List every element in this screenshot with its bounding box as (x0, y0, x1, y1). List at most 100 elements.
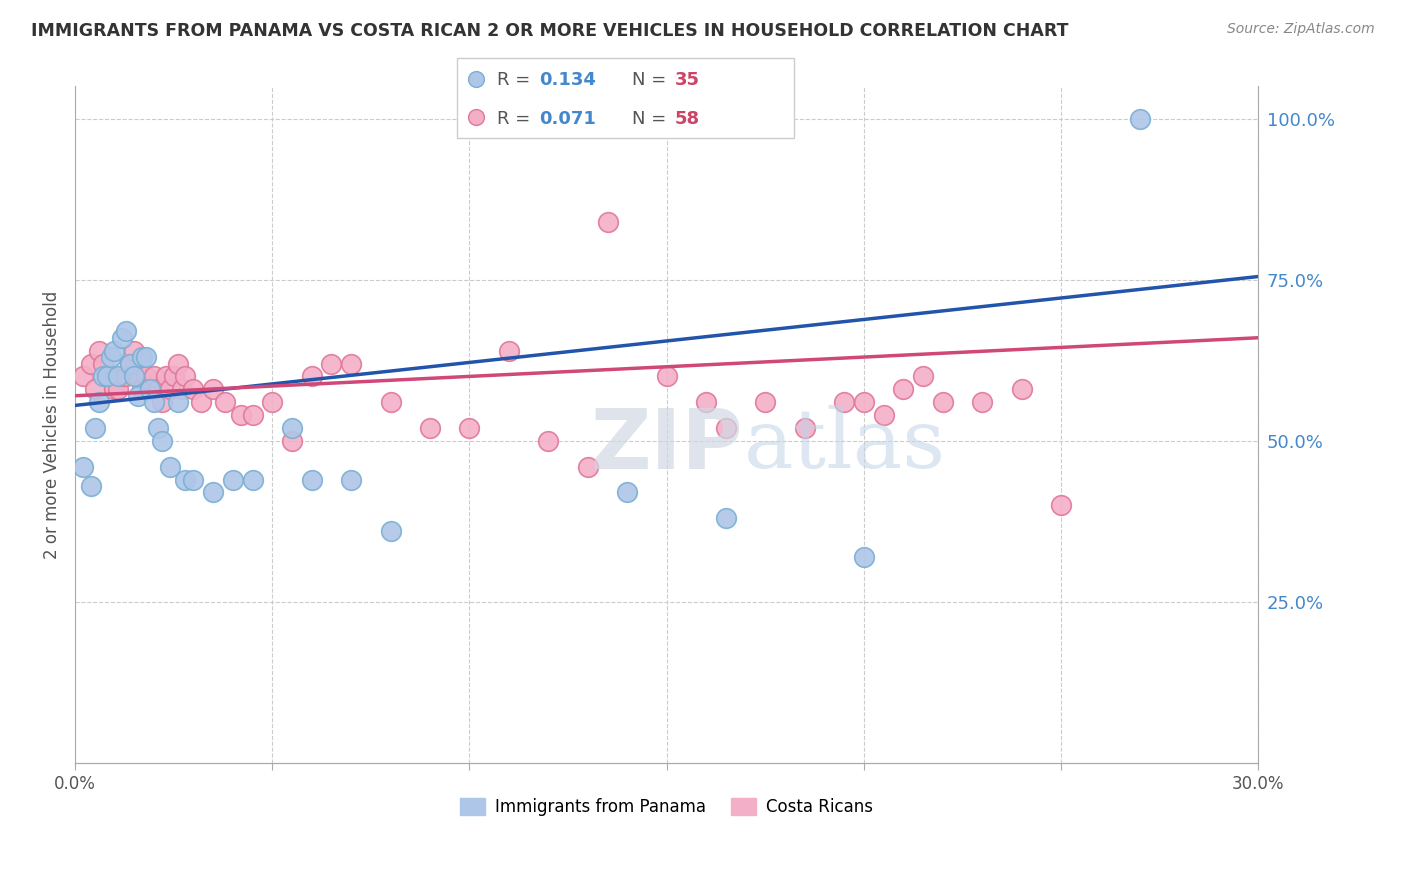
Text: Source: ZipAtlas.com: Source: ZipAtlas.com (1227, 22, 1375, 37)
Point (281, 421, 304, 435)
Point (174, 369, 197, 384)
Point (131, 382, 153, 396)
Point (380, 395, 402, 409)
Point (166, 357, 188, 371)
Point (100, 369, 122, 384)
Point (596, 215, 619, 229)
Point (202, 382, 225, 396)
Point (111, 331, 134, 345)
Point (150, 395, 173, 409)
Point (754, 395, 776, 409)
Point (91, 369, 114, 384)
Point (96, 369, 118, 384)
Text: R =: R = (498, 71, 537, 89)
Text: 35: 35 (675, 71, 700, 89)
Text: 0.071: 0.071 (540, 110, 596, 128)
Point (714, 511, 737, 525)
Text: R =: R = (498, 110, 537, 128)
Point (135, 350, 157, 364)
Point (214, 395, 236, 409)
Point (170, 382, 193, 396)
Point (162, 369, 184, 384)
Point (301, 369, 323, 384)
Point (107, 369, 129, 384)
Point (190, 395, 212, 409)
Point (139, 382, 162, 396)
Point (111, 369, 134, 384)
Point (72, 369, 94, 384)
Point (122, 343, 145, 358)
Point (229, 408, 252, 422)
FancyBboxPatch shape (457, 58, 794, 138)
Point (464, 71, 486, 86)
Point (146, 382, 169, 396)
Point (72, 459, 94, 474)
Point (80, 479, 103, 493)
Text: atlas: atlas (744, 405, 946, 485)
Point (166, 395, 188, 409)
Point (120, 357, 142, 371)
Point (155, 369, 177, 384)
Point (142, 369, 165, 384)
Point (793, 421, 815, 435)
Point (131, 350, 153, 364)
Point (127, 369, 149, 384)
Point (340, 473, 363, 487)
Point (120, 357, 142, 371)
Point (537, 434, 560, 448)
Text: N =: N = (633, 71, 672, 89)
Point (1050, 498, 1073, 512)
Point (135, 369, 157, 384)
Point (419, 421, 441, 435)
Text: 58: 58 (675, 110, 700, 128)
Point (498, 343, 520, 358)
Text: IMMIGRANTS FROM PANAMA VS COSTA RICAN 2 OR MORE VEHICLES IN HOUSEHOLD CORRELATIO: IMMIGRANTS FROM PANAMA VS COSTA RICAN 2 … (31, 22, 1069, 40)
Point (464, 111, 486, 125)
Point (380, 524, 402, 538)
Point (321, 357, 343, 371)
Point (83, 382, 105, 396)
Point (242, 408, 264, 422)
Point (576, 459, 599, 474)
Text: N =: N = (633, 110, 672, 128)
Point (142, 395, 165, 409)
Point (695, 395, 717, 409)
Point (146, 421, 169, 435)
Point (714, 421, 737, 435)
Point (340, 357, 363, 371)
Point (107, 382, 129, 396)
Text: 0.134: 0.134 (540, 71, 596, 89)
Point (873, 408, 896, 422)
Point (100, 350, 122, 364)
Point (87, 395, 110, 409)
Point (202, 485, 225, 500)
Point (103, 343, 125, 358)
Point (616, 485, 638, 500)
Point (83, 421, 105, 435)
Y-axis label: 2 or more Vehicles in Household: 2 or more Vehicles in Household (44, 291, 60, 559)
Point (183, 382, 205, 396)
Point (912, 369, 935, 384)
Point (150, 434, 173, 448)
Point (972, 395, 994, 409)
Point (139, 382, 162, 396)
Point (1129, 112, 1152, 126)
Point (174, 473, 197, 487)
Point (655, 369, 678, 384)
Point (96, 369, 118, 384)
Point (159, 459, 181, 474)
Point (159, 382, 181, 396)
Point (87, 343, 110, 358)
Point (832, 395, 855, 409)
Point (893, 382, 915, 396)
Point (932, 395, 955, 409)
Point (281, 434, 304, 448)
Point (115, 369, 138, 384)
Point (262, 395, 284, 409)
Point (852, 549, 875, 564)
Point (183, 473, 205, 487)
Point (1011, 382, 1033, 396)
Point (103, 382, 125, 396)
Point (301, 473, 323, 487)
Point (80, 357, 103, 371)
